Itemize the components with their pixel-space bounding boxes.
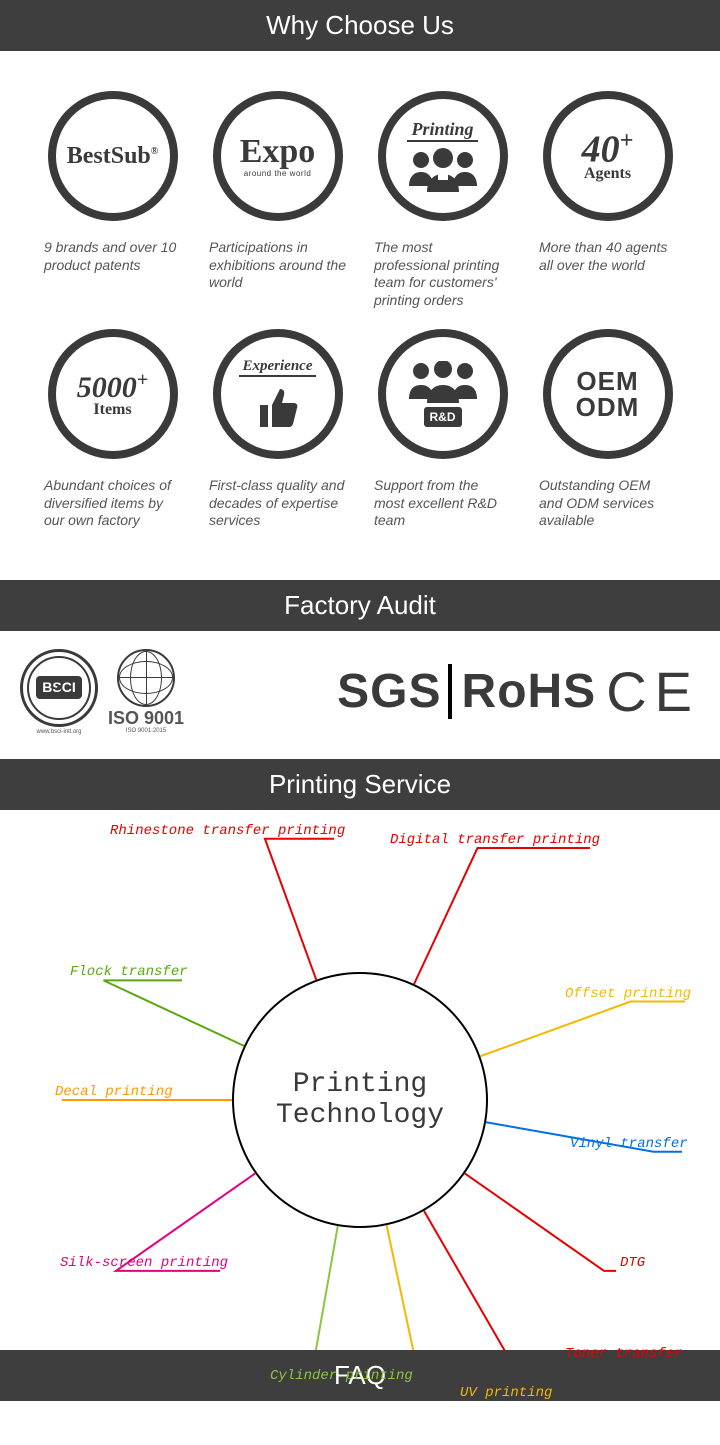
why-item-rd: R&D Support from the most excellent R&D … (370, 329, 515, 530)
cert-ce: CE (606, 659, 700, 724)
rd-team-icon: R&D (378, 329, 508, 459)
why-caption: First-class quality and decades of exper… (205, 477, 350, 530)
mindmap-label: DTG (620, 1255, 645, 1271)
why-item-bestsub: BestSub® 9 brands and over 10 product pa… (40, 91, 185, 309)
why-caption: Outstanding OEM and ODM services availab… (535, 477, 680, 530)
mindmap-label: Decal printing (55, 1084, 173, 1100)
cert-bsci: BSCI www.bsci-intl.org (20, 649, 98, 736)
people-icon (403, 146, 483, 194)
experience-icon: Experience (213, 329, 343, 459)
why-item-oem: OEM ODM Outstanding OEM and ODM services… (535, 329, 680, 530)
why-item-experience: Experience First-class quality and decad… (205, 329, 350, 530)
why-caption: Abundant choices of diversified items by… (40, 477, 185, 530)
mindmap-label: Flock transfer (70, 964, 188, 980)
mindmap-label: Digital transfer printing (390, 832, 600, 848)
section-header-why: Why Choose Us (0, 0, 720, 51)
section-header-printing: Printing Service (0, 759, 720, 810)
factory-audit-row: BSCI www.bsci-intl.org ISO 9001 ISO 9001… (0, 631, 720, 760)
cert-iso: ISO 9001 ISO 9001:2015 (108, 649, 184, 735)
printing-team-icon: Printing (378, 91, 508, 221)
mindmap-label: Cylinder printing (270, 1368, 413, 1384)
why-item-items: 5000+ Items Abundant choices of diversif… (40, 329, 185, 530)
globe-icon (117, 649, 175, 707)
mindmap-label: UV printing (460, 1385, 552, 1401)
bestsub-icon: BestSub® (48, 91, 178, 221)
team-icon (405, 361, 481, 403)
why-choose-us-grid: BestSub® 9 brands and over 10 product pa… (0, 51, 720, 580)
oem-odm-icon: OEM ODM (543, 329, 673, 459)
mindmap-label: Rhinestone transfer printing (110, 823, 345, 839)
cert-rohs: RoHS (462, 664, 597, 719)
why-caption: The most professional printing team for … (370, 239, 515, 309)
why-item-printing: Printing The most professional printing … (370, 91, 515, 309)
mindmap-center: Printing Technology (232, 972, 488, 1228)
section-header-audit: Factory Audit (0, 580, 720, 631)
why-caption: Participations in exhibitions around the… (205, 239, 350, 292)
mindmap-label: Silk-screen printing (60, 1255, 228, 1271)
mindmap-label: Offset printing (565, 986, 691, 1002)
mindmap-label: Vinyl transfer (570, 1136, 688, 1152)
printing-mindmap: Printing Technology Digital transfer pri… (0, 810, 720, 1350)
agents-icon: 40+ Agents (543, 91, 673, 221)
thumbs-up-icon (254, 383, 302, 431)
bsci-icon: BSCI (20, 649, 98, 727)
why-item-expo: Expo around the world Participations in … (205, 91, 350, 309)
why-caption: 9 brands and over 10 product patents (40, 239, 185, 274)
why-caption: More than 40 agents all over the world (535, 239, 680, 274)
why-item-agents: 40+ Agents More than 40 agents all over … (535, 91, 680, 309)
expo-icon: Expo around the world (213, 91, 343, 221)
mindmap-label: Toner transfer (565, 1346, 683, 1362)
items-icon: 5000+ Items (48, 329, 178, 459)
why-caption: Support from the most excellent R&D team (370, 477, 515, 530)
cert-sgs: SGS (337, 664, 451, 719)
